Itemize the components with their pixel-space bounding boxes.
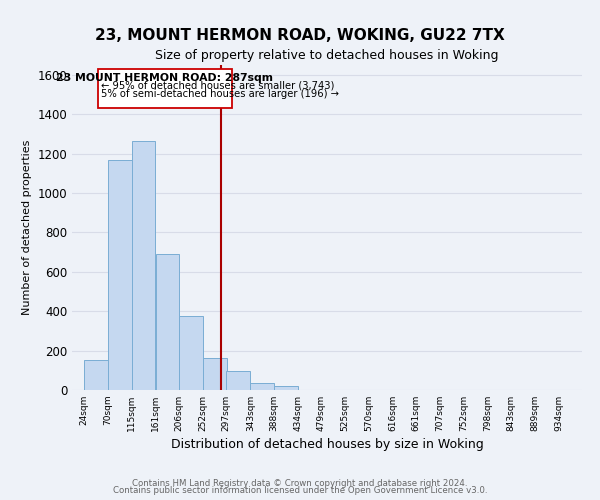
Title: Size of property relative to detached houses in Woking: Size of property relative to detached ho… — [155, 50, 499, 62]
Bar — [179, 316, 203, 390]
FancyBboxPatch shape — [98, 69, 232, 108]
Bar — [203, 358, 227, 390]
Text: Contains public sector information licensed under the Open Government Licence v3: Contains public sector information licen… — [113, 486, 487, 495]
Text: 23, MOUNT HERMON ROAD, WOKING, GU22 7TX: 23, MOUNT HERMON ROAD, WOKING, GU22 7TX — [95, 28, 505, 42]
Bar — [250, 382, 274, 390]
Text: 5% of semi-detached houses are larger (196) →: 5% of semi-detached houses are larger (1… — [101, 88, 338, 99]
Y-axis label: Number of detached properties: Number of detached properties — [22, 140, 32, 315]
Bar — [108, 160, 132, 390]
Bar — [274, 386, 298, 390]
Bar — [131, 141, 155, 390]
Text: 23 MOUNT HERMON ROAD: 287sqm: 23 MOUNT HERMON ROAD: 287sqm — [56, 73, 274, 83]
Bar — [155, 254, 179, 390]
Text: Contains HM Land Registry data © Crown copyright and database right 2024.: Contains HM Land Registry data © Crown c… — [132, 478, 468, 488]
X-axis label: Distribution of detached houses by size in Woking: Distribution of detached houses by size … — [170, 438, 484, 451]
Bar — [226, 372, 250, 390]
Bar — [84, 360, 108, 390]
Text: ← 95% of detached houses are smaller (3,743): ← 95% of detached houses are smaller (3,… — [101, 81, 334, 91]
